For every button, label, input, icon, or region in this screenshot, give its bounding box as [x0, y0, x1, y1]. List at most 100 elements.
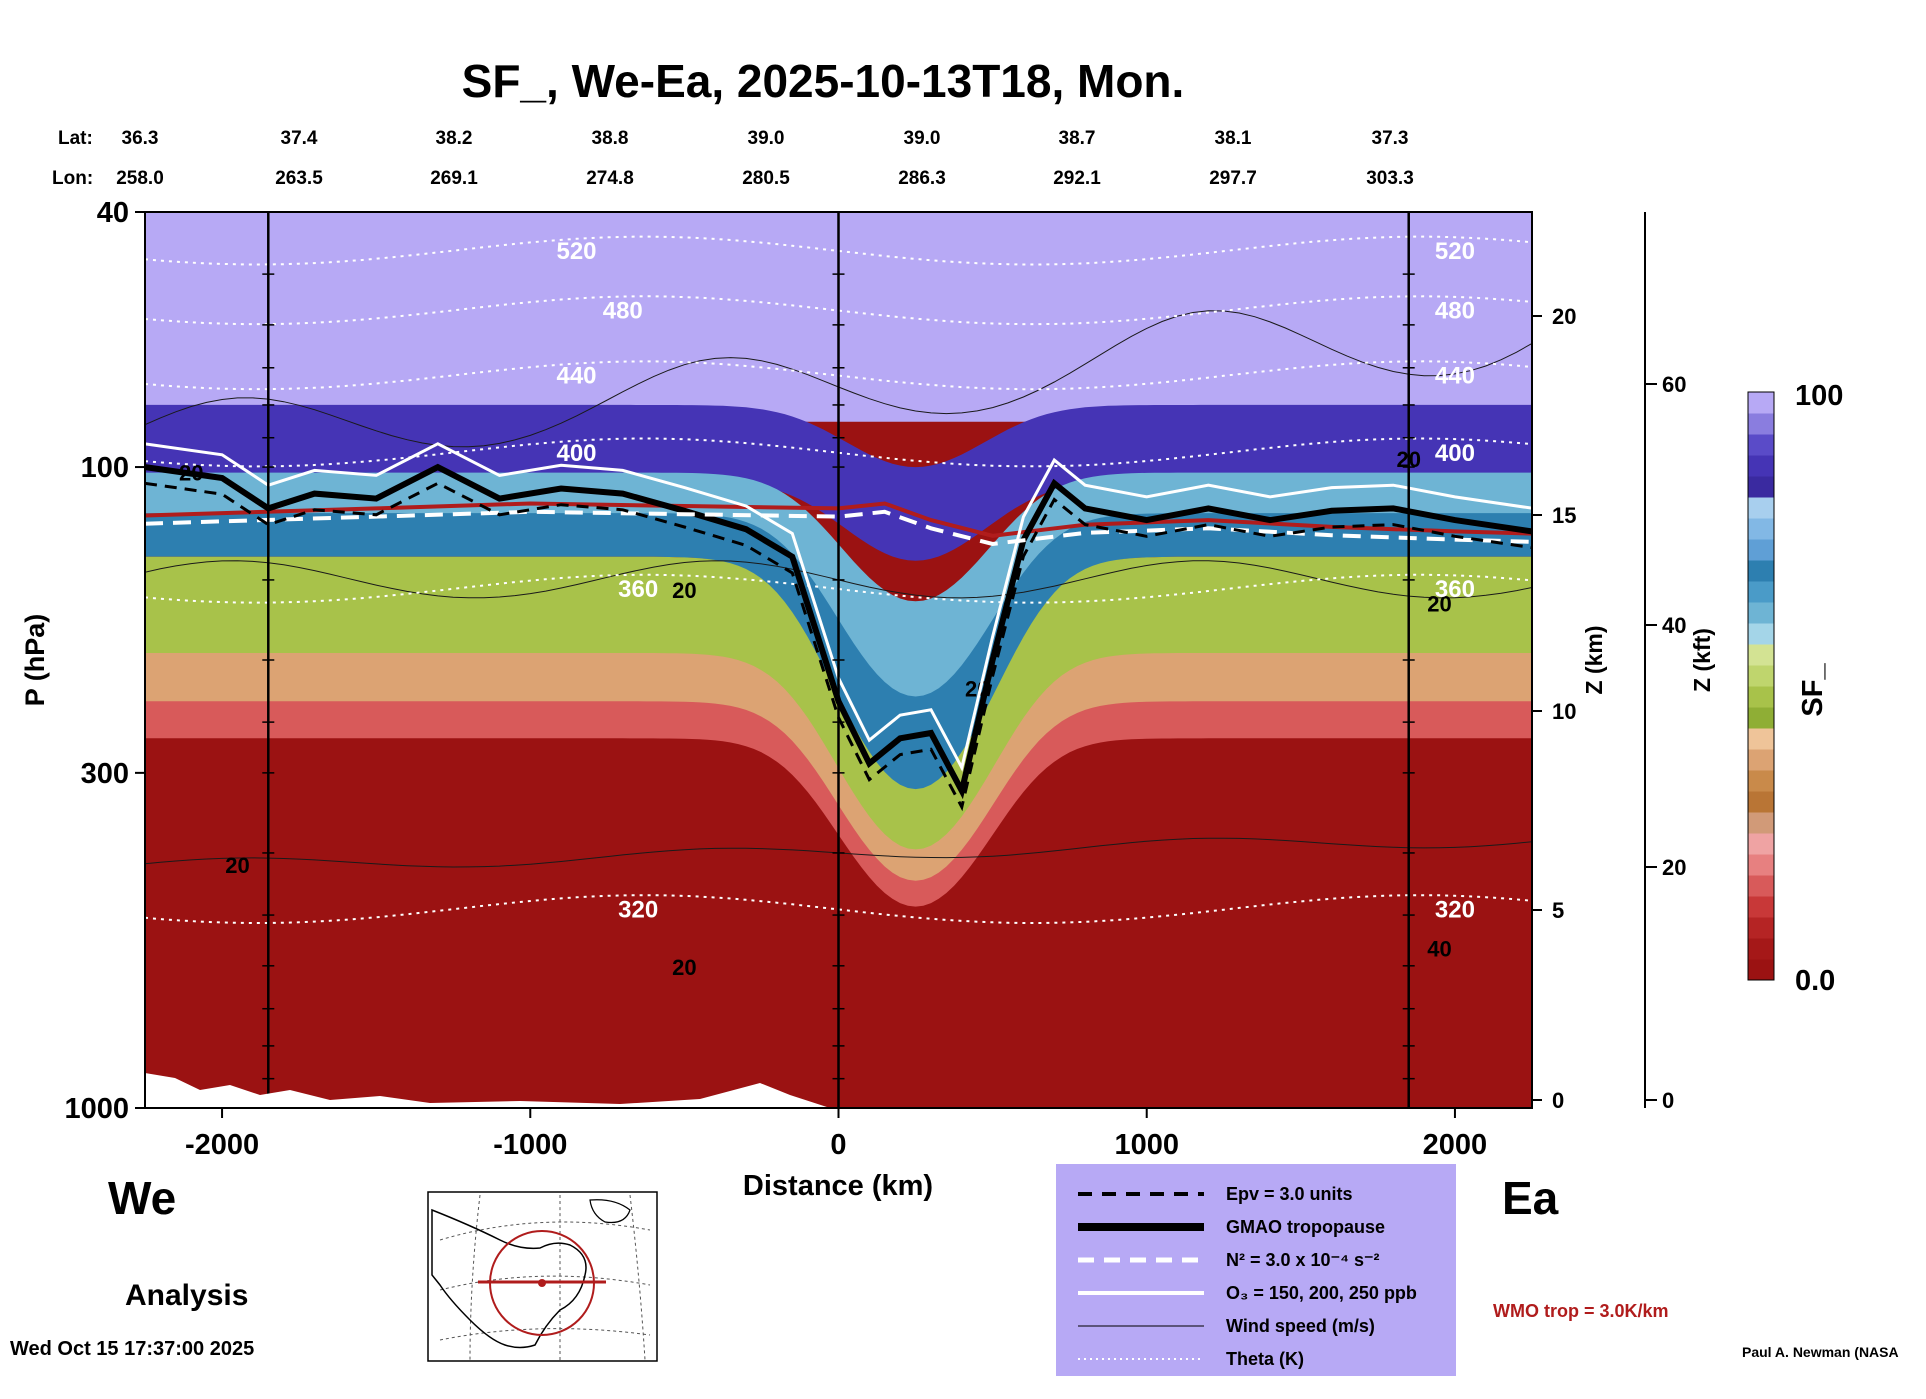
- colorbar-swatch: [1748, 770, 1774, 792]
- inset-map: [427, 1191, 658, 1362]
- lon-value: 258.0: [116, 168, 164, 189]
- lat-value: 38.8: [592, 128, 629, 149]
- map-center-dot: [538, 1279, 546, 1287]
- colorbar-swatch: [1748, 896, 1774, 918]
- n2-contour-line: [145, 509, 1532, 547]
- z-kft-tick-label: 40: [1662, 613, 1686, 638]
- colorbar-swatch: [1748, 623, 1774, 645]
- z-km-tick-label: 0: [1552, 1088, 1564, 1113]
- theta-contour-label: 480: [1435, 298, 1475, 325]
- distance-tick-label: 2000: [1423, 1129, 1488, 1161]
- legend-item-label: GMAO tropopause: [1226, 1217, 1385, 1237]
- legend-item-label: Theta (K): [1226, 1349, 1304, 1369]
- colorbar-swatch: [1748, 917, 1774, 939]
- legend-item-label: Epv = 3.0 units: [1226, 1184, 1353, 1204]
- colorbar-swatch: [1748, 392, 1774, 414]
- theta-contour-label: 440: [556, 363, 596, 390]
- lon-value: 297.7: [1209, 168, 1257, 189]
- west-label: We: [108, 1172, 176, 1224]
- lat-value: 39.0: [904, 128, 941, 149]
- lat-value: 37.3: [1372, 128, 1409, 149]
- lon-value: 286.3: [898, 168, 946, 189]
- wind-contour-label: 20: [672, 955, 696, 980]
- theta-contour-label: 400: [556, 440, 596, 467]
- legend-items: Epv = 3.0 units GMAO tropopause N² = 3.0 x…: [1078, 1184, 1417, 1369]
- z-kft-tick-label: 0: [1662, 1088, 1674, 1113]
- theta-contour-label: 520: [1435, 238, 1475, 265]
- epv-contour-line: [145, 481, 1532, 812]
- pressure-tick-label: 40: [97, 197, 129, 229]
- theta-contour-label: 520: [556, 238, 596, 265]
- lon-value: 280.5: [742, 168, 790, 189]
- colorbar-swatch: [1748, 413, 1774, 435]
- colorbar-swatch: [1748, 875, 1774, 897]
- lat-labels: 36.3 37.4 38.2 38.8 39.0 39.0 38.7 38.1 37.3: [122, 128, 1409, 149]
- credit: Paul A. Newman (NASA: [1742, 1344, 1899, 1360]
- colorbar-swatch: [1748, 581, 1774, 603]
- lon-row-label: Lon:: [52, 168, 93, 189]
- lat-value: 36.3: [122, 128, 159, 149]
- colorbar-swatch: [1748, 854, 1774, 876]
- z-kft-axis: 0 20 40 60: [1644, 212, 1686, 1113]
- analysis-label: Analysis: [125, 1279, 248, 1312]
- wind-contour-label: 20: [1427, 591, 1451, 616]
- zkm-axis-label: Z (km): [1581, 626, 1607, 695]
- y-axis-label: P (hPa): [20, 614, 50, 707]
- colorbar-max-label: 100: [1795, 380, 1843, 412]
- greenland-outline: [589, 1199, 631, 1224]
- pressure-tick-label: 300: [81, 758, 129, 790]
- legend-item-label: O₃ = 150, 200, 250 ppb: [1226, 1283, 1417, 1303]
- distance-tick-label: 1000: [1114, 1129, 1179, 1161]
- terrain-mask: [145, 1073, 830, 1108]
- colorbar-swatch: [1748, 665, 1774, 687]
- chart-title: SF_, We-Ea, 2025-10-13T18, Mon.: [462, 55, 1185, 107]
- timestamp: Wed Oct 15 17:37:00 2025: [10, 1338, 254, 1360]
- lat-value: 38.1: [1215, 128, 1252, 149]
- colorbar-swatch: [1748, 728, 1774, 750]
- colorbar-swatch: [1748, 686, 1774, 708]
- legend-item-label: N² = 3.0 x 10⁻⁴ s⁻²: [1226, 1250, 1379, 1270]
- theta-contour-label: 360: [1435, 576, 1475, 603]
- z-km-axis: 0 5 10 15 20: [1532, 304, 1576, 1113]
- legend-box: Epv = 3.0 units GMAO tropopause N² = 3.0 x…: [1056, 1164, 1456, 1376]
- legend-item-label: Wind speed (m/s): [1226, 1316, 1375, 1336]
- z-km-tick-label: 20: [1552, 304, 1576, 329]
- distance-axis: -2000 -1000 0 1000 2000: [185, 1108, 1487, 1161]
- theta-contour-label: 320: [1435, 896, 1475, 923]
- lon-value: 274.8: [586, 168, 634, 189]
- lon-labels: 258.0 263.5 269.1 274.8 280.5 286.3 292.1 297.7…: [116, 168, 1414, 189]
- map-grid-lines: [439, 1194, 651, 1361]
- theta-contour-label: 440: [1435, 363, 1475, 390]
- theta-contour-label: 400: [1435, 440, 1475, 467]
- colorbar-swatch: [1748, 455, 1774, 477]
- lon-value: 292.1: [1053, 168, 1101, 189]
- distance-tick-label: -2000: [185, 1129, 259, 1161]
- wind-contour-label: 40: [1427, 936, 1451, 961]
- lat-value: 38.7: [1059, 128, 1096, 149]
- colorbar-label: SF_: [1797, 663, 1829, 717]
- x-axis-label: Distance (km): [743, 1170, 933, 1202]
- colorbar-swatch: [1748, 791, 1774, 813]
- lat-value: 39.0: [748, 128, 785, 149]
- distance-tick-label: -1000: [493, 1129, 567, 1161]
- lon-value: 303.3: [1366, 168, 1414, 189]
- wmo-tropopause-line: [145, 501, 1532, 538]
- colorbar-frame: [1747, 391, 1775, 981]
- east-label: Ea: [1502, 1172, 1559, 1224]
- wind-contour-label: 20: [225, 853, 249, 878]
- colorbar-swatch: [1748, 518, 1774, 540]
- colorbar-swatch: [1748, 602, 1774, 624]
- colorbar-swatch: [1748, 812, 1774, 834]
- theta-contour-label: 480: [603, 298, 643, 325]
- lat-value: 38.2: [436, 128, 473, 149]
- theta-contours: 320 320 360 360 400 400 440 440 480 480 520 520: [145, 235, 1532, 924]
- wind-contour-label: 20: [672, 578, 696, 603]
- colorbar-swatch: [1748, 434, 1774, 456]
- mid-troposphere-pink: [145, 701, 1532, 907]
- lon-value: 263.5: [275, 168, 323, 189]
- colorbar: 100 0.0: [1747, 380, 1843, 997]
- north-america-outline: [431, 1208, 587, 1349]
